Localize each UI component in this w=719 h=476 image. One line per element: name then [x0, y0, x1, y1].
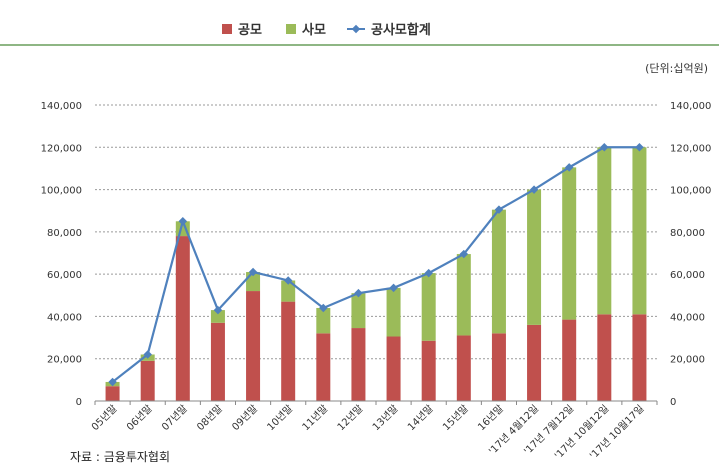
total-line-point	[459, 249, 469, 259]
x-tick-label: 14년말	[405, 403, 435, 433]
bar-private	[491, 209, 506, 334]
y-tick-left: 40,000	[47, 312, 82, 323]
bar-private	[421, 273, 436, 341]
y-tick-right: 100,000	[670, 186, 711, 197]
y-tick-right: 140,000	[670, 101, 711, 112]
total-line-point	[248, 267, 258, 277]
bar-public	[421, 340, 436, 401]
bar-public	[491, 333, 506, 401]
y-tick-left: 20,000	[47, 355, 82, 366]
bar-public	[456, 335, 471, 401]
bar-public	[140, 360, 155, 401]
bar-public	[597, 314, 612, 401]
y-tick-right: 80,000	[670, 228, 705, 239]
legend-marker-2	[351, 24, 361, 34]
y-tick-left: 100,000	[41, 186, 82, 197]
x-tick-label: 09년말	[230, 403, 260, 433]
total-line-point	[494, 205, 504, 214]
x-tick-label: 05년말	[89, 403, 119, 433]
y-tick-left: 140,000	[41, 101, 82, 112]
bar-public	[632, 314, 647, 401]
y-tick-left: 120,000	[41, 143, 82, 154]
total-line	[108, 143, 644, 387]
legend-label-2: 공사모합계	[371, 22, 431, 38]
source-label: 자료 : 금융투자협회	[70, 450, 170, 464]
bar-private	[316, 307, 331, 334]
y-tick-right: 60,000	[670, 270, 705, 281]
x-tick-label: 13년말	[370, 403, 400, 433]
legend-label-1: 사모	[302, 22, 326, 38]
y-tick-right: 0	[670, 397, 676, 408]
x-tick-label: 08년말	[195, 403, 225, 433]
y-axis-right: 0 20,000 40,000 60,000 80,000 100,000 120,000 1…	[670, 101, 711, 408]
total-line-point	[389, 283, 398, 293]
total-line-path	[111, 146, 640, 383]
legend-label-0: 공모	[238, 23, 262, 38]
total-line-point	[178, 217, 188, 226]
unit-label: (단위:십억원)	[645, 62, 708, 75]
total-line-point	[213, 305, 223, 315]
bar-private	[597, 147, 612, 315]
x-tick-label: 11년말	[300, 403, 330, 433]
bar-public	[105, 386, 120, 401]
bar-public	[210, 322, 225, 401]
x-axis: 05년말 06년말 07년말 08년말 09년말 10년말 11년말 12년말 13년말 14년말…	[89, 400, 658, 462]
legend: 공모 사모 공사모합계	[222, 22, 431, 38]
total-line-point	[108, 377, 117, 387]
bar-private	[210, 310, 225, 323]
y-tick-right: 40,000	[670, 312, 705, 323]
total-line-point	[354, 288, 363, 298]
bar-public	[386, 336, 401, 401]
total-line-point	[283, 276, 293, 285]
x-tick-label: 06년말	[124, 403, 154, 433]
total-line-point	[143, 350, 152, 359]
bar-private	[351, 293, 366, 329]
y-tick-left: 60,000	[47, 270, 82, 281]
x-tick-label: 10년말	[265, 403, 295, 433]
legend-swatch-1	[286, 24, 296, 34]
bar-public	[562, 319, 577, 401]
bar-public	[246, 291, 261, 401]
total-line-point	[319, 303, 328, 313]
total-line-point	[424, 268, 433, 278]
bar-private	[386, 287, 401, 337]
bar-public	[175, 236, 190, 401]
bar-public	[351, 328, 366, 401]
bar-private	[562, 167, 577, 320]
bar-public	[527, 324, 542, 401]
bar-private	[527, 189, 542, 325]
bar-private	[281, 280, 296, 302]
y-tick-left: 0	[76, 397, 82, 408]
legend-swatch-0	[222, 24, 232, 34]
y-tick-left: 80,000	[47, 228, 82, 239]
x-tick-label: 07년말	[159, 403, 189, 433]
x-tick-label: 16년말	[476, 403, 506, 433]
y-axis-left: 0 20,000 40,000 60,000 80,000 100,000 120,000 1…	[41, 101, 82, 408]
bars	[105, 147, 647, 401]
bar-private	[456, 254, 471, 336]
x-tick-label: 15년말	[440, 403, 470, 433]
y-tick-right: 20,000	[670, 355, 705, 366]
bar-public	[316, 333, 331, 401]
y-tick-right: 120,000	[670, 143, 711, 154]
bar-public	[281, 301, 296, 401]
bar-private	[632, 147, 647, 315]
x-tick-label: 12년말	[335, 403, 365, 433]
